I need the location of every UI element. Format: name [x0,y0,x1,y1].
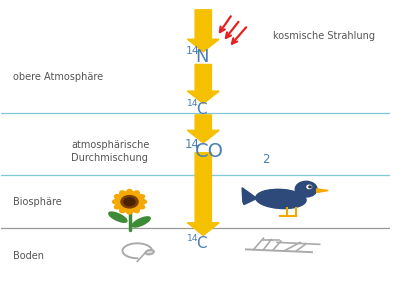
Ellipse shape [131,191,139,199]
Ellipse shape [256,189,306,209]
FancyArrow shape [187,10,219,52]
Ellipse shape [126,205,133,214]
Circle shape [121,196,138,208]
Text: 14: 14 [186,234,198,243]
Ellipse shape [120,204,128,213]
Text: obere Atmosphäre: obere Atmosphäre [13,72,103,82]
Ellipse shape [114,195,126,201]
Ellipse shape [112,199,125,204]
Ellipse shape [133,195,144,201]
FancyArrow shape [187,65,219,104]
Text: kosmische Strahlung: kosmische Strahlung [273,31,375,41]
Ellipse shape [133,203,144,209]
Text: 14: 14 [185,138,200,151]
Text: atmosphärische
Durchmischung: atmosphärische Durchmischung [71,140,150,163]
Ellipse shape [134,199,146,204]
FancyArrow shape [187,153,219,235]
Text: Biosphäre: Biosphäre [13,197,62,207]
Text: 14: 14 [186,46,200,56]
Text: N: N [196,48,209,67]
Polygon shape [317,189,328,192]
Text: 2: 2 [262,153,270,166]
Circle shape [309,186,311,188]
Ellipse shape [131,204,139,213]
Text: C: C [196,102,207,117]
Text: Boden: Boden [13,251,44,261]
Text: 14: 14 [186,99,198,108]
Circle shape [124,198,135,206]
Circle shape [295,181,317,197]
Ellipse shape [132,217,150,227]
Text: CO: CO [195,142,224,161]
Ellipse shape [109,212,127,222]
Ellipse shape [146,250,154,254]
Text: C: C [196,236,207,251]
Ellipse shape [120,191,128,199]
Ellipse shape [126,189,133,198]
Ellipse shape [114,203,126,209]
Polygon shape [242,188,257,205]
FancyArrow shape [187,115,219,143]
Circle shape [307,185,312,188]
